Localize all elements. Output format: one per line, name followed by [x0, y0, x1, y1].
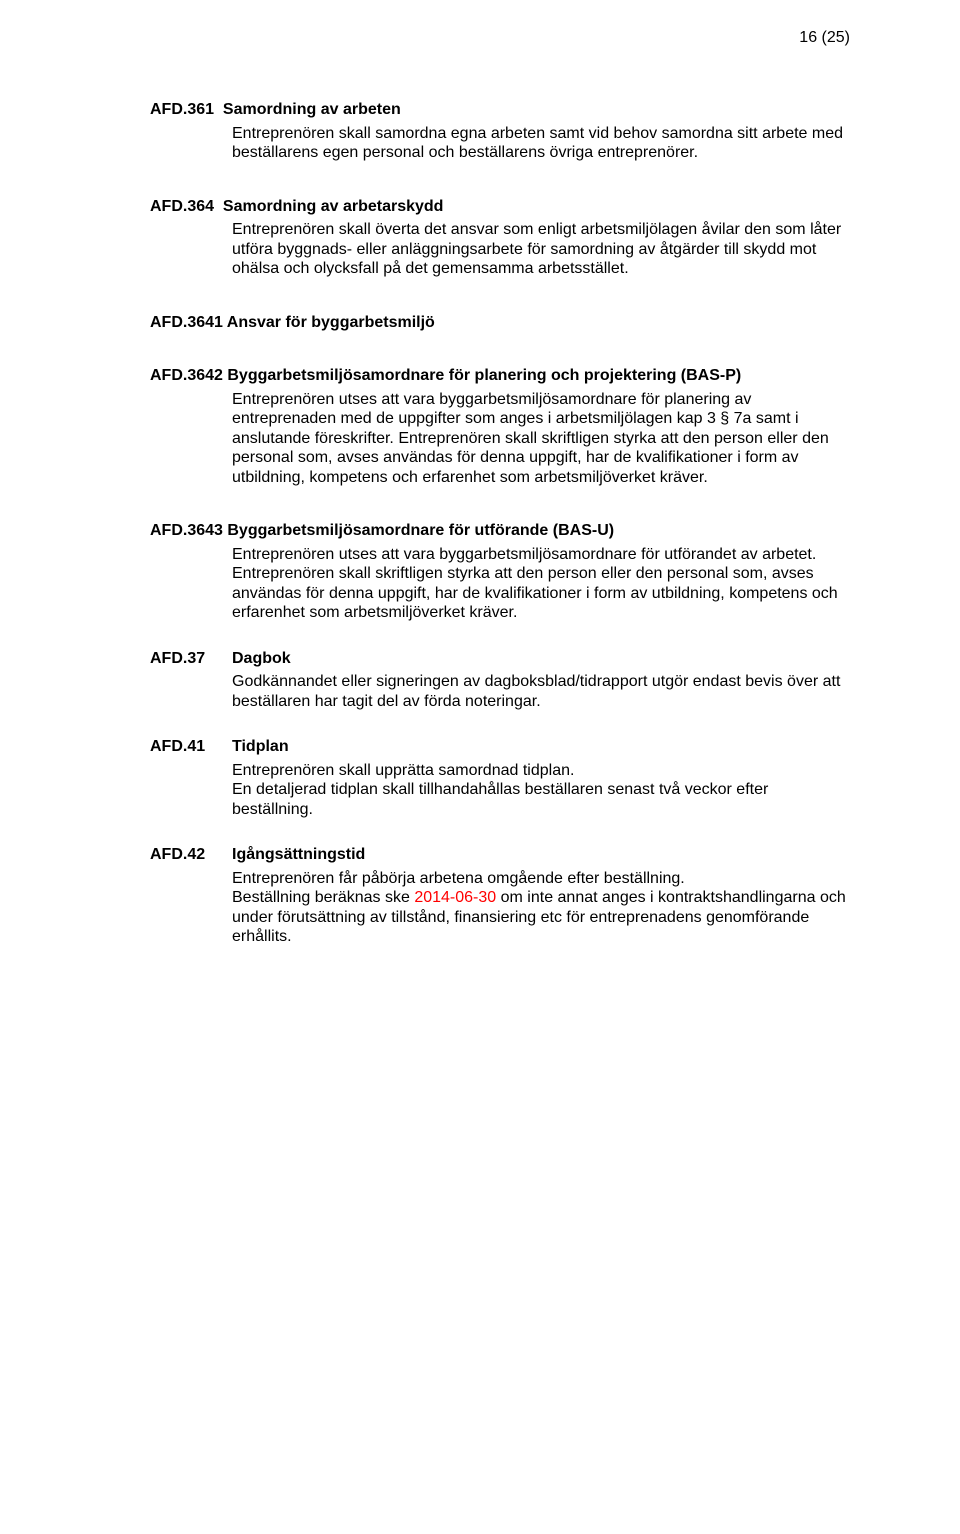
section-heading: AFD.42 Igångsättningstid: [150, 845, 850, 865]
body-paragraph: Godkännandet eller signeringen av dagbok…: [232, 672, 850, 711]
section-title: Byggarbetsmiljösamordnare för utförande …: [227, 522, 614, 539]
highlighted-date: 2014-06-30: [414, 889, 496, 906]
body-paragraph: Entreprenören skall överta det ansvar so…: [232, 220, 850, 279]
section-title: Igångsättningstid: [232, 845, 365, 865]
section-code: AFD.3643: [150, 522, 223, 539]
body-paragraph: Entreprenören skall samordna egna arbete…: [232, 124, 850, 163]
section-heading: AFD.41 Tidplan: [150, 737, 850, 757]
section-title: Ansvar för byggarbetsmiljö: [227, 314, 435, 331]
body-paragraph: En detaljerad tidplan skall tillhandahål…: [232, 780, 850, 819]
section-heading: AFD.364 Samordning av arbetarskydd: [150, 197, 850, 217]
body-paragraph: Beställning beräknas ske 2014-06-30 om i…: [232, 888, 850, 947]
text-run: Entreprenören får påbörja arbetena omgåe…: [232, 870, 685, 887]
section-title: Tidplan: [232, 737, 289, 757]
section-title: Dagbok: [232, 649, 291, 669]
section-heading: AFD.37 Dagbok: [150, 649, 850, 669]
body-paragraph: Entreprenören skall upprätta samordnad t…: [232, 761, 850, 781]
section-heading: AFD.361 Samordning av arbeten: [150, 100, 850, 120]
section-title: Byggarbetsmiljösamordnare för planering …: [227, 367, 741, 384]
section-code: AFD.3641: [150, 314, 223, 331]
section-code: AFD.42: [150, 845, 232, 865]
section-code: AFD.41: [150, 737, 232, 757]
section-code: AFD.3642: [150, 367, 223, 384]
section-heading: AFD.3643 Byggarbetsmiljösamordnare för u…: [150, 521, 850, 541]
document-page: 16 (25) AFD.361 Samordning av arbeten En…: [0, 0, 960, 987]
section-title: Samordning av arbeten: [223, 101, 401, 118]
section-code: AFD.361: [150, 101, 214, 118]
body-paragraph: Entreprenören får påbörja arbetena omgåe…: [232, 869, 850, 889]
section-heading: AFD.3641 Ansvar för byggarbetsmiljö: [150, 313, 850, 333]
page-number: 16 (25): [799, 28, 850, 48]
section-code: AFD.364: [150, 198, 214, 215]
section-title: Samordning av arbetarskydd: [223, 198, 444, 215]
section-heading: AFD.3642 Byggarbetsmiljösamordnare för p…: [150, 366, 850, 386]
section-code: AFD.37: [150, 649, 232, 669]
text-run: Beställning beräknas ske: [232, 889, 414, 906]
body-paragraph: Entreprenören utses att vara byggarbetsm…: [232, 390, 850, 488]
body-paragraph: Entreprenören utses att vara byggarbetsm…: [232, 545, 850, 623]
